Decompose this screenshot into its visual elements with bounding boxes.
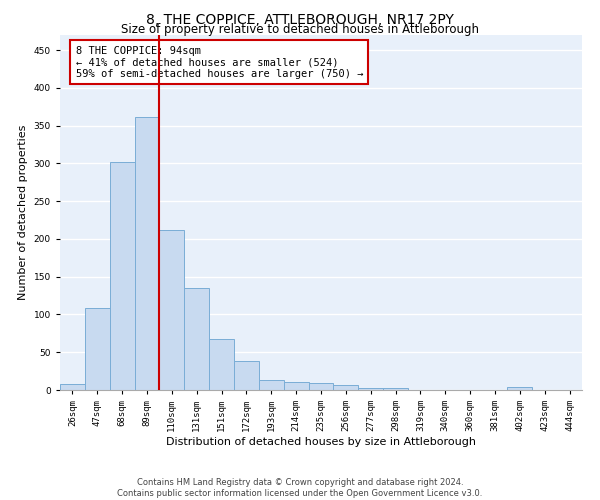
Bar	[259, 380, 284, 390]
Bar	[85, 308, 110, 390]
Bar	[60, 384, 85, 390]
Bar	[284, 382, 308, 390]
Bar	[160, 230, 184, 390]
Bar	[184, 288, 209, 390]
X-axis label: Distribution of detached houses by size in Attleborough: Distribution of detached houses by size …	[166, 437, 476, 447]
Bar	[358, 388, 383, 390]
Y-axis label: Number of detached properties: Number of detached properties	[18, 125, 28, 300]
Bar	[110, 162, 134, 390]
Bar	[508, 387, 532, 390]
Bar	[308, 383, 334, 390]
Bar	[334, 386, 358, 390]
Text: 8, THE COPPICE, ATTLEBOROUGH, NR17 2PY: 8, THE COPPICE, ATTLEBOROUGH, NR17 2PY	[146, 12, 454, 26]
Text: Size of property relative to detached houses in Attleborough: Size of property relative to detached ho…	[121, 22, 479, 36]
Text: 8 THE COPPICE: 94sqm
← 41% of detached houses are smaller (524)
59% of semi-deta: 8 THE COPPICE: 94sqm ← 41% of detached h…	[76, 46, 363, 79]
Text: Contains HM Land Registry data © Crown copyright and database right 2024.
Contai: Contains HM Land Registry data © Crown c…	[118, 478, 482, 498]
Bar	[383, 388, 408, 390]
Bar	[134, 116, 160, 390]
Bar	[234, 362, 259, 390]
Bar	[209, 338, 234, 390]
